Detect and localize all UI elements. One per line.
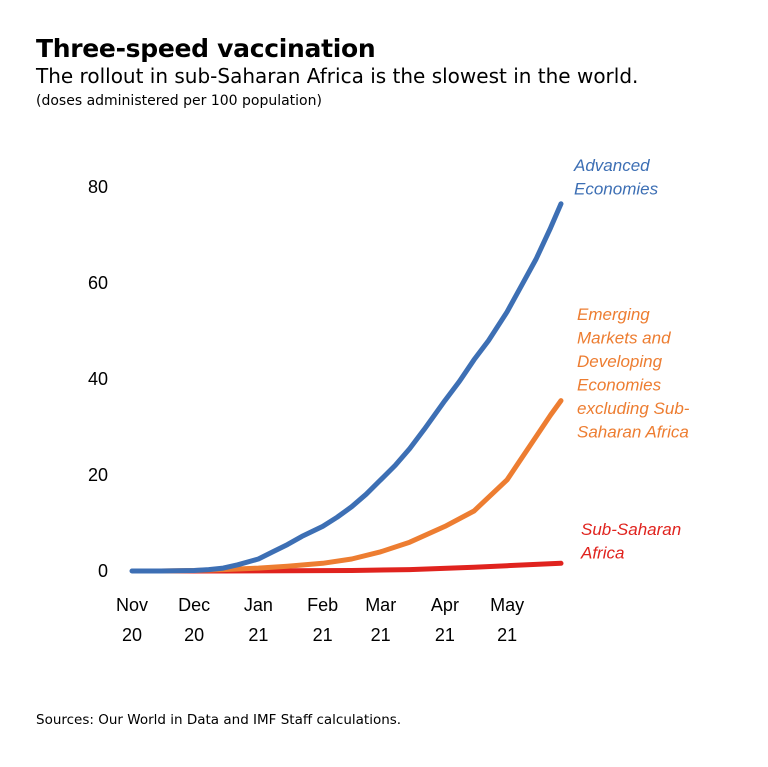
x-tick-label-year: 21 — [435, 625, 455, 645]
x-tick-label-month: Mar — [365, 595, 396, 615]
y-tick-label: 40 — [88, 369, 108, 389]
x-tick-label-month: Dec — [178, 595, 210, 615]
x-tick-label-month: Nov — [116, 595, 148, 615]
y-tick-label: 60 — [88, 273, 108, 293]
emerging-markets-label: Emerging Markets and Developing Economies ex… — [577, 305, 690, 442]
x-tick-label-year: 20 — [184, 625, 204, 645]
emerging-markets-line — [158, 398, 564, 574]
y-tick-label: 0 — [98, 561, 108, 581]
x-tick-label-year: 21 — [497, 625, 517, 645]
x-tick-label-year: 21 — [313, 625, 333, 645]
x-tick-label-month: Apr — [431, 595, 459, 615]
vaccination-line-chart: 0 20 40 60 80 Nov 20 Dec 20 Jan 21 Feb 21 Mar 21 Apr 21 M… — [88, 156, 690, 645]
chart-units-note: (doses administered per 100 population) — [36, 93, 322, 109]
y-tick-label: 80 — [88, 177, 108, 197]
advanced-economies-label: Advanced Economies — [573, 156, 659, 199]
chart-title: Three-speed vaccination — [36, 34, 376, 63]
x-tick-label-year: 20 — [122, 625, 142, 645]
advanced-economies-line — [129, 201, 564, 574]
sub-saharan-africa-label: Sub-Saharan Africa — [580, 520, 681, 563]
x-tick-label-year: 21 — [248, 625, 268, 645]
x-tick-label-month: May — [490, 595, 524, 615]
x-tick-label-year: 21 — [371, 625, 391, 645]
x-tick-label-month: Feb — [307, 595, 338, 615]
x-tick-label-month: Jan — [244, 595, 273, 615]
source-note: Sources: Our World in Data and IMF Staff… — [36, 712, 402, 728]
y-tick-label: 20 — [88, 465, 108, 485]
chart-subtitle: The rollout in sub-Saharan Africa is the… — [36, 64, 639, 88]
